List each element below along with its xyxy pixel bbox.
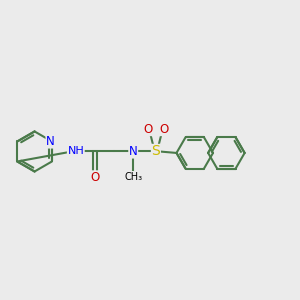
Text: O: O <box>90 171 100 184</box>
Text: O: O <box>159 123 168 136</box>
Text: CH₃: CH₃ <box>124 172 142 182</box>
Text: S: S <box>152 145 160 158</box>
Text: N: N <box>129 145 138 158</box>
Text: O: O <box>144 123 153 136</box>
Text: N: N <box>46 135 55 148</box>
Text: NH: NH <box>68 146 84 156</box>
